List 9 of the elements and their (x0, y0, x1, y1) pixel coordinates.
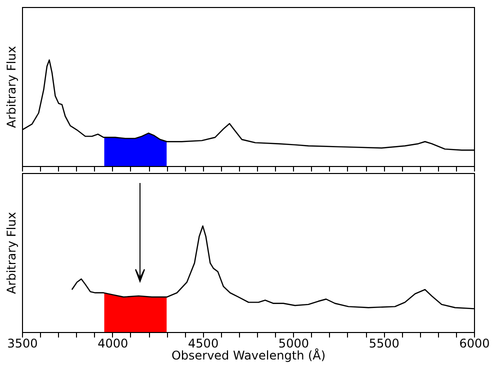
x-tick-label: 4500 (188, 336, 219, 350)
x-axis-title: Observed Wavelength (Å) (171, 348, 326, 362)
x-tick-label: 5000 (278, 336, 309, 350)
x-tick-label: 4000 (98, 336, 128, 350)
x-tick-label: 6000 (459, 336, 490, 350)
x-tick-label: 5500 (368, 336, 400, 350)
y-axis-title: Arbitrary Flux (4, 212, 18, 294)
y-axis-title: Arbitrary Flux (4, 46, 18, 128)
x-tick-label: 3500 (7, 336, 38, 350)
